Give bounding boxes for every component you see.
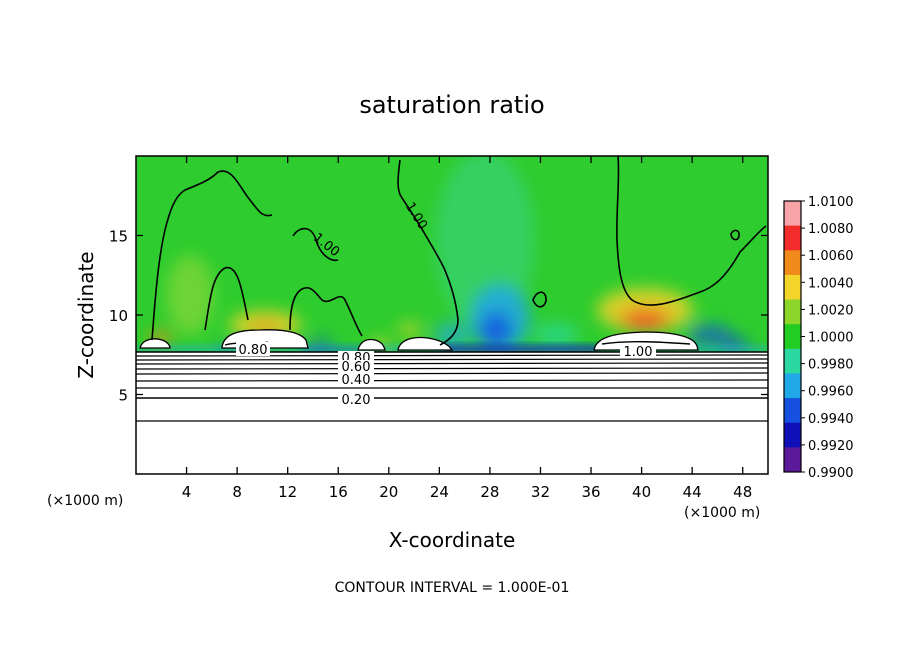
contour-label: 0.80 xyxy=(239,343,268,358)
plot-area xyxy=(136,156,768,474)
colorbar-label: 0.9920 xyxy=(808,439,854,454)
colorbar-swatch xyxy=(784,201,801,227)
x-tick-label: 16 xyxy=(329,483,348,501)
colorbar-label: 0.9900 xyxy=(808,466,854,481)
y-axis-label: Z-coordinate xyxy=(74,251,98,378)
contour-labels: 0.80 0.80 0.60 0.40 0.20 1.00 1.00 1.00 xyxy=(236,200,656,408)
colorbar: 1.0100 1.0080 1.0060 1.0040 1.0020 1.0000 0.99… xyxy=(783,195,854,481)
y-tick-label: 10 xyxy=(109,307,128,325)
x-tick-label: 44 xyxy=(683,483,702,501)
colorbar-label: 1.0020 xyxy=(808,303,854,318)
colorbar-swatch xyxy=(784,422,801,448)
y-tick-label: 5 xyxy=(118,387,128,405)
x-axis-ticks: 4 8 12 16 20 24 28 32 36 40 44 48 xyxy=(182,156,752,501)
x-tick-label: 24 xyxy=(430,483,449,501)
x-unit-left: (×1000 m) xyxy=(47,493,123,509)
colorbar-label: 0.9940 xyxy=(808,412,854,427)
colorbar-label: 1.0060 xyxy=(808,249,854,264)
contour-label: 0.40 xyxy=(342,373,371,388)
colorbar-label: 1.0100 xyxy=(808,195,854,210)
x-tick-label: 40 xyxy=(632,483,651,501)
contour-label: 0.60 xyxy=(342,360,371,375)
colorbar-swatch xyxy=(784,447,801,473)
y-tick-label: 15 xyxy=(109,228,128,246)
colorbar-swatch xyxy=(784,373,801,399)
colorbar-label: 1.0080 xyxy=(808,222,854,237)
colorbar-swatch xyxy=(784,324,801,350)
chart-title: saturation ratio xyxy=(359,91,544,119)
colorbar-swatch xyxy=(784,299,801,325)
colorbar-label: 0.9980 xyxy=(808,358,854,373)
colorbar-label: 1.0040 xyxy=(808,276,854,291)
colorbar-swatch xyxy=(784,225,801,251)
footer-note: CONTOUR INTERVAL = 1.000E-01 xyxy=(335,580,570,596)
x-tick-label: 8 xyxy=(232,483,242,501)
colorbar-swatch xyxy=(784,398,801,424)
contour-label: 1.00 xyxy=(624,345,653,360)
x-axis-label: X-coordinate xyxy=(389,528,516,552)
stable-layer xyxy=(136,352,768,474)
x-tick-label: 4 xyxy=(182,483,192,501)
colorbar-swatch xyxy=(784,348,801,374)
x-tick-label: 20 xyxy=(379,483,398,501)
colorbar-label: 1.0000 xyxy=(808,331,854,346)
colorbar-label: 0.9960 xyxy=(808,385,854,400)
x-tick-label: 48 xyxy=(733,483,752,501)
y-axis-ticks: 5 10 15 xyxy=(109,228,768,405)
x-tick-label: 12 xyxy=(278,483,297,501)
x-unit-right: (×1000 m) xyxy=(684,505,760,521)
x-tick-label: 28 xyxy=(480,483,499,501)
x-tick-label: 32 xyxy=(531,483,550,501)
x-tick-label: 36 xyxy=(581,483,600,501)
contour-label: 0.20 xyxy=(342,393,371,408)
colorbar-swatch xyxy=(784,250,801,276)
colorbar-swatch xyxy=(784,274,801,301)
